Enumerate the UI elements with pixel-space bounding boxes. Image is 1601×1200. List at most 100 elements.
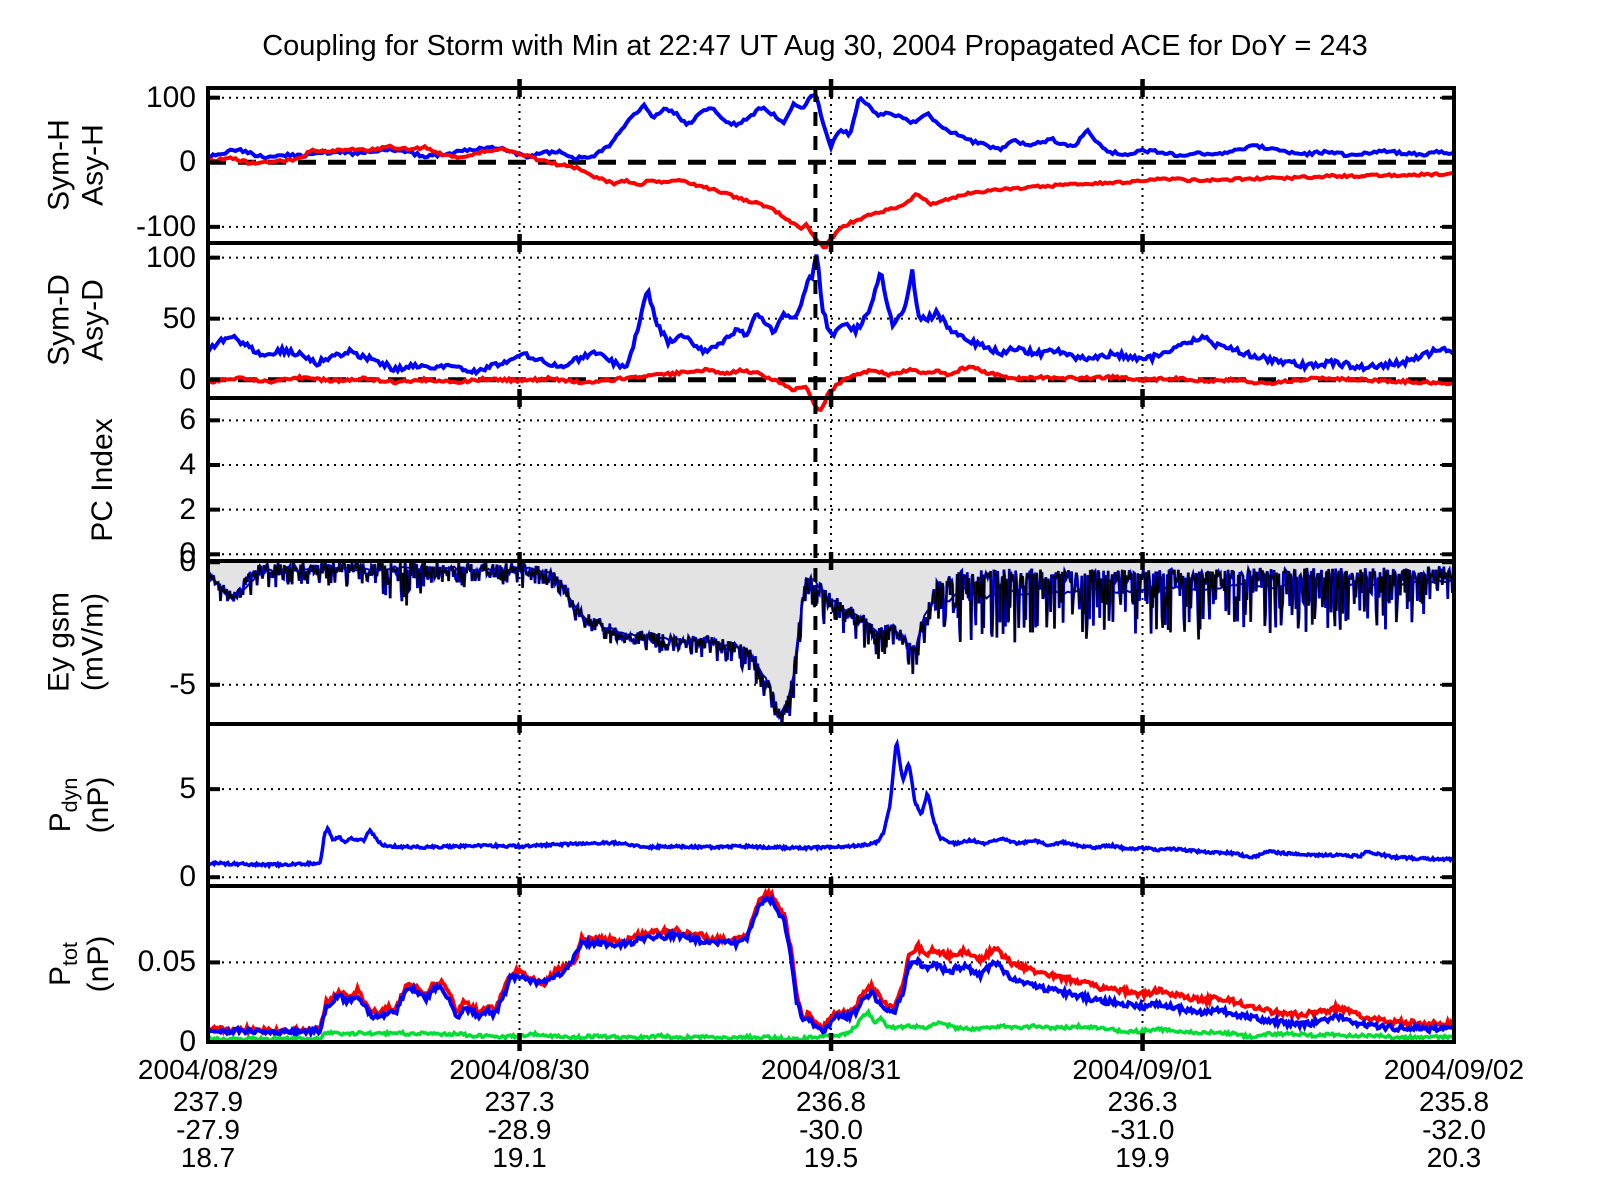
xaxis-label-row4-col1: 18.7 [180,1142,236,1173]
x-tick-mark [828,234,834,252]
y-tick-mark [208,787,220,792]
y-tick-mark [208,507,220,512]
ytick-label-p-dyn: 5 [179,772,196,806]
y-tick-mark [208,875,220,880]
chart-title: Coupling for Storm with Min at 22:47 UT … [262,30,1368,62]
y-tick-mark [208,560,220,565]
xaxis-label-row4-col2: 19.1 [492,1142,547,1173]
ylabel-line: Sym-H [42,119,76,211]
y-tick-mark [208,160,220,165]
y-tick-mark [208,418,220,423]
x-tick-mark [517,552,522,570]
xaxis-label-row2-col1: 237.9 [172,1086,244,1117]
ytick-label-p-tot: 0 [179,1025,196,1058]
ytick-label-p-dyn: 0 [179,860,196,894]
xaxis-label-row3-col4: -31.0 [1110,1114,1175,1145]
series-ey-1min-overlay [208,561,1454,724]
y-tick-mark [208,462,220,467]
ytick-label-p-tot: 0.05 [137,945,196,979]
series-p-dyn-line [208,738,1454,870]
x-tick-mark [517,389,522,407]
panel-series-ey-gsm [208,561,1454,724]
x-tick-mark [1140,552,1145,570]
y-tick-mark [1442,875,1454,880]
x-tick-mark [1140,389,1145,407]
y-tick-mark [1442,224,1454,229]
xaxis-label-row4-col5: 20.3 [1426,1142,1482,1173]
y-tick-mark [1442,255,1454,260]
y-tick-mark [1442,95,1454,100]
ytick-label-sym-asy-h: 100 [145,80,196,114]
y-tick-mark [1442,462,1454,467]
series-p-tot-red-line [208,886,1454,1040]
xaxis-label-row1-col2: 2004/08/30 [449,1054,590,1085]
x-tick-mark [517,1033,522,1051]
ytick-label-sym-asy-h: -100 [135,209,196,243]
ytick-label-pc-index: 4 [179,447,196,481]
y-tick-mark [208,682,220,687]
y-tick-mark [208,960,220,965]
ytick-label-sym-asy-d: 50 [162,301,196,335]
x-tick-mark [517,79,522,97]
ytick-label-sym-asy-d: 0 [179,362,196,396]
x-tick-mark [1140,79,1145,97]
xaxis-label-row1-col5: 2004/09/02 [1383,1054,1525,1085]
x-tick-mark [1140,1033,1145,1051]
ytick-label-sym-asy-d: 100 [145,240,196,274]
y-tick-mark [208,255,220,260]
x-tick-mark [828,552,834,570]
y-tick-mark [208,1040,220,1044]
ytick-label-pc-index: 0 [179,537,196,571]
y-tick-mark [1442,960,1454,965]
y-tick-mark [208,377,220,382]
series-asy-h-line [207,93,1455,162]
series-p-tot-blue-line [208,893,1454,1040]
xaxis-label-row1-col4: 2004/09/01 [1072,1054,1213,1085]
xaxis-label-row2-col2: 237.3 [484,1086,555,1117]
xaxis-label-row4-col3: 19.5 [803,1142,859,1173]
x-tick-mark [1140,234,1145,252]
y-tick-mark [1442,507,1454,512]
xaxis-label-row1-col3: 2004/08/31 [760,1054,902,1085]
x-tick-mark [517,877,522,895]
x-tick-mark [1140,715,1145,733]
ylabel-line: Ey gsm [42,591,76,693]
xaxis-label-row3-col2: -28.9 [487,1114,552,1145]
xaxis-label-row2-col4: 236.3 [1107,1086,1178,1117]
series-asy-d-line [206,254,1455,377]
x-tick-mark [828,389,834,407]
y-tick-mark [1442,418,1454,423]
x-tick-mark [517,234,522,252]
y-tick-mark [208,316,220,321]
y-tick-mark [208,224,220,229]
y-tick-mark [1442,1040,1454,1044]
x-tick-mark [1140,877,1145,895]
ytick-label-ey-gsm: -5 [169,667,196,701]
x-tick-mark [828,877,834,895]
y-tick-mark [1442,787,1454,792]
x-tick-mark [828,715,834,733]
y-tick-mark [208,552,220,557]
ytick-label-pc-index: 6 [179,403,196,437]
x-tick-mark [828,1033,834,1051]
y-tick-mark [1442,316,1454,321]
ytick-label-pc-index: 2 [179,492,196,526]
xaxis-label-row3-col5: -32.0 [1422,1114,1486,1145]
y-tick-mark [1442,682,1454,687]
y-tick-mark [1442,552,1454,557]
xaxis-label-row4-col4: 19.9 [1115,1142,1170,1173]
y-tick-mark [1442,160,1454,165]
xaxis-label-row2-col3: 236.8 [795,1086,867,1117]
xaxis-label-row3-col3: -30.0 [799,1114,863,1145]
xaxis-label-row1-col1: 2004/08/29 [137,1054,279,1085]
xaxis-label-row3-col1: -27.9 [176,1114,240,1145]
ylabel-line: Sym-D [42,274,76,366]
ytick-label-sym-asy-h: 0 [179,145,196,179]
panel-series-p-dyn [208,738,1454,870]
y-tick-mark [1442,560,1454,565]
y-tick-mark [208,95,220,100]
x-tick-mark [517,715,522,733]
ytick-label-ey-gsm: 0 [179,545,196,579]
